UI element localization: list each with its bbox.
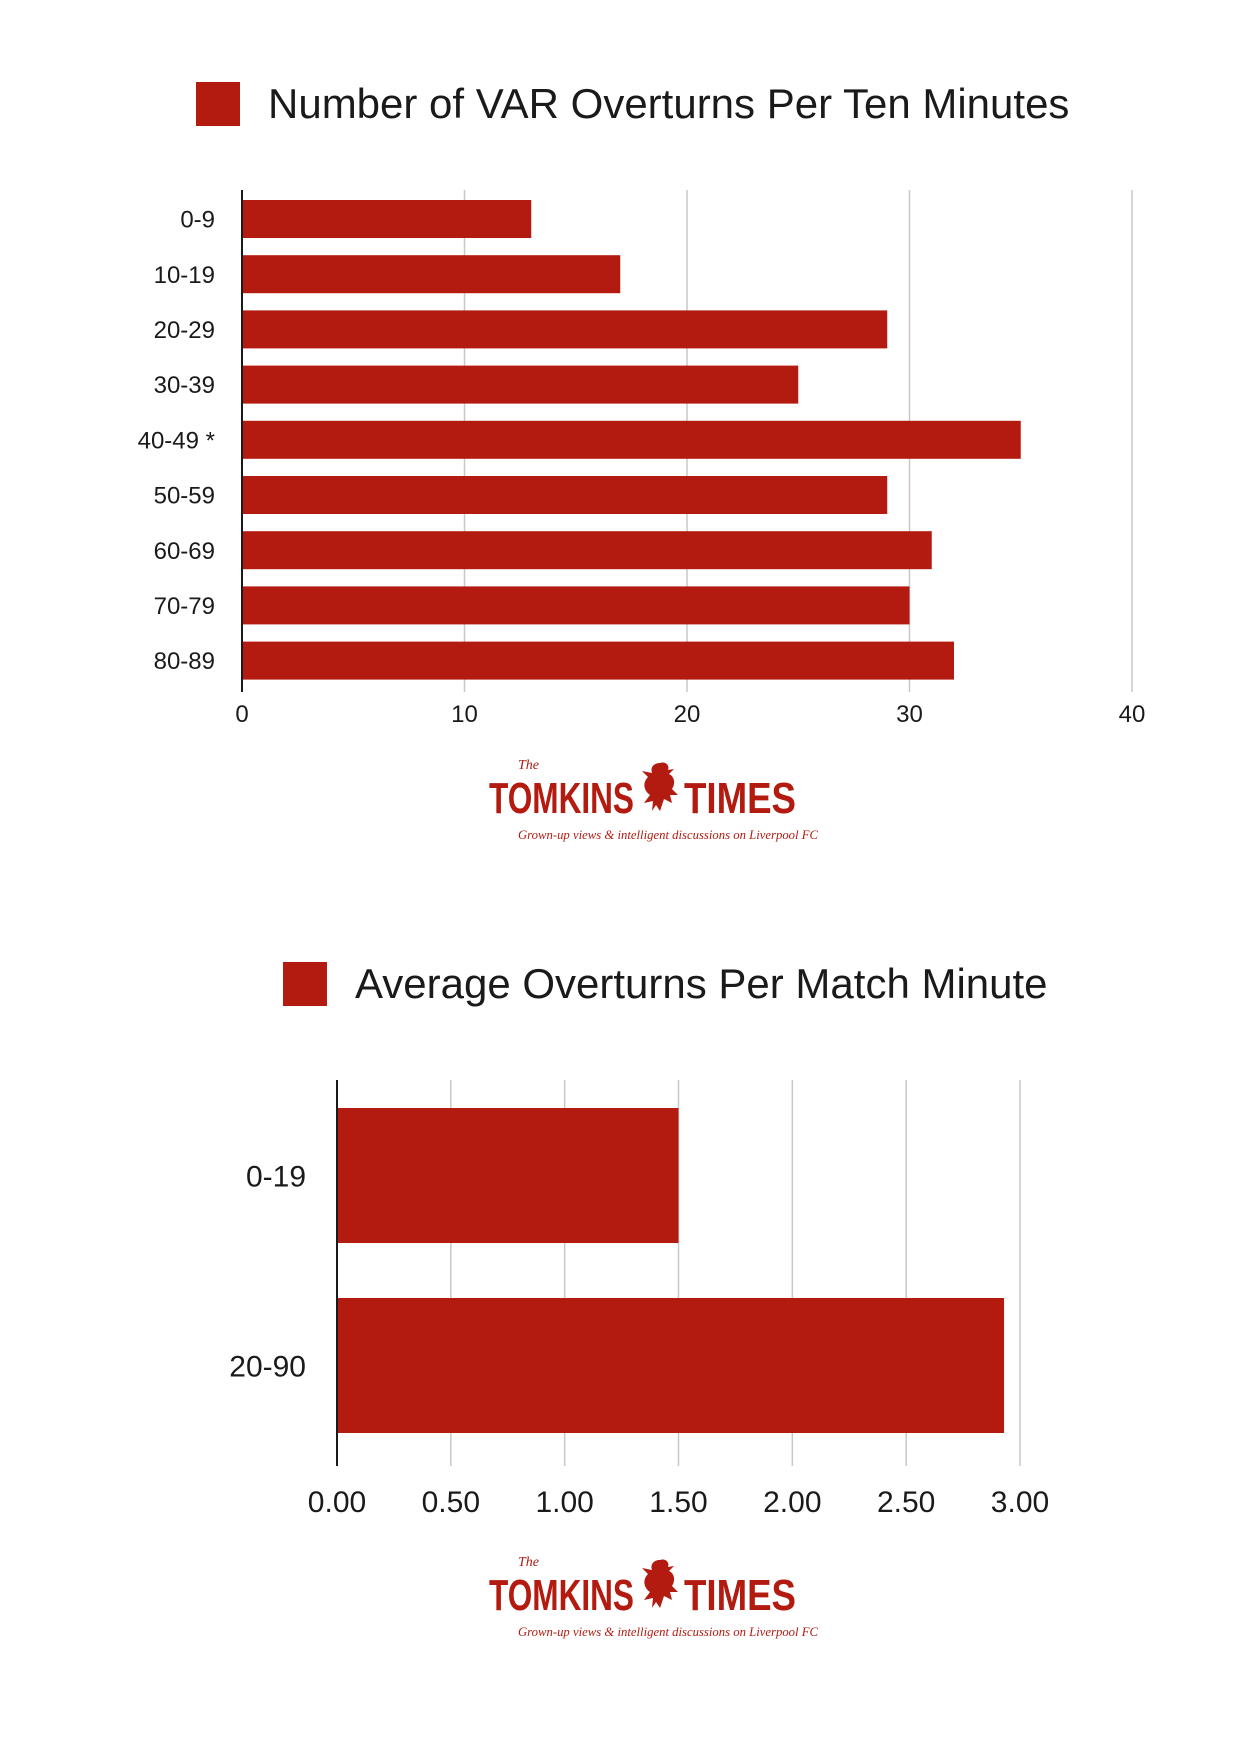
bar-20-90 [337,1298,1005,1433]
x-tick-label: 30 [896,701,923,728]
liverbird-icon [642,762,678,811]
overturns-per-ten-minutes-chart: Number of VAR Overturns Per Ten Minutes 0… [0,0,1242,880]
logo-right-word: TIMES [684,774,796,823]
x-tick-label: 1.50 [649,1486,707,1519]
category-label: 20-29 [154,317,215,344]
chart-2-svg: Average Overturns Per Match Minute 0-19 20… [229,960,1049,1639]
bar-50-59 [242,476,888,514]
bar-30-39 [242,365,799,404]
chart-1-svg: Number of VAR Overturns Per Ten Minutes 0… [138,80,1146,842]
x-tick-label: 2.00 [763,1486,821,1519]
category-label: 0-19 [246,1160,306,1193]
average-overturns-per-minute-chart: Average Overturns Per Match Minute 0-19 20… [0,880,1242,1762]
bar-0-19 [337,1108,679,1243]
x-tick-label: 20 [674,701,701,728]
logo-left-word: TOMKINS [489,1571,634,1620]
category-label: 40-49 * [138,427,215,454]
x-tick-label: 1.00 [535,1486,593,1519]
logo-left-word: TOMKINS [489,774,634,823]
chart-title: Number of VAR Overturns Per Ten Minutes [268,80,1069,127]
category-label: 0-9 [180,207,215,234]
category-label: 20-90 [229,1350,306,1383]
x-tick-label: 0.00 [308,1486,366,1519]
logo-tagline: Grown-up views & intelligent discussions… [518,1624,818,1639]
x-tick-label: 0 [235,701,248,728]
bar-60-69 [242,531,932,570]
bar-10-19 [242,255,621,294]
logo-the-text: The [518,758,539,773]
bar-20-29 [242,310,888,349]
category-label: 30-39 [154,372,215,399]
chart-title: Average Overturns Per Match Minute [355,960,1048,1007]
x-tick-label: 0.50 [422,1486,480,1519]
bar-70-79 [242,586,910,625]
category-label: 70-79 [154,593,215,620]
category-label: 50-59 [154,483,215,510]
legend-swatch [196,82,240,126]
legend-swatch [283,962,327,1006]
x-tick-label: 40 [1119,701,1146,728]
x-tick-label: 3.00 [991,1486,1049,1519]
x-tick-label: 2.50 [877,1486,935,1519]
bar-0-9 [242,200,532,238]
liverbird-icon [642,1559,678,1608]
category-label: 60-69 [154,538,215,565]
category-label: 10-19 [154,262,215,289]
x-tick-label: 10 [451,701,478,728]
logo-the-text: The [518,1555,539,1570]
bar-80-89 [242,641,954,680]
logo-tagline: Grown-up views & intelligent discussions… [518,827,818,842]
category-label: 80-89 [154,648,215,675]
logo-right-word: TIMES [684,1571,796,1620]
bar-40-49- [242,420,1021,459]
